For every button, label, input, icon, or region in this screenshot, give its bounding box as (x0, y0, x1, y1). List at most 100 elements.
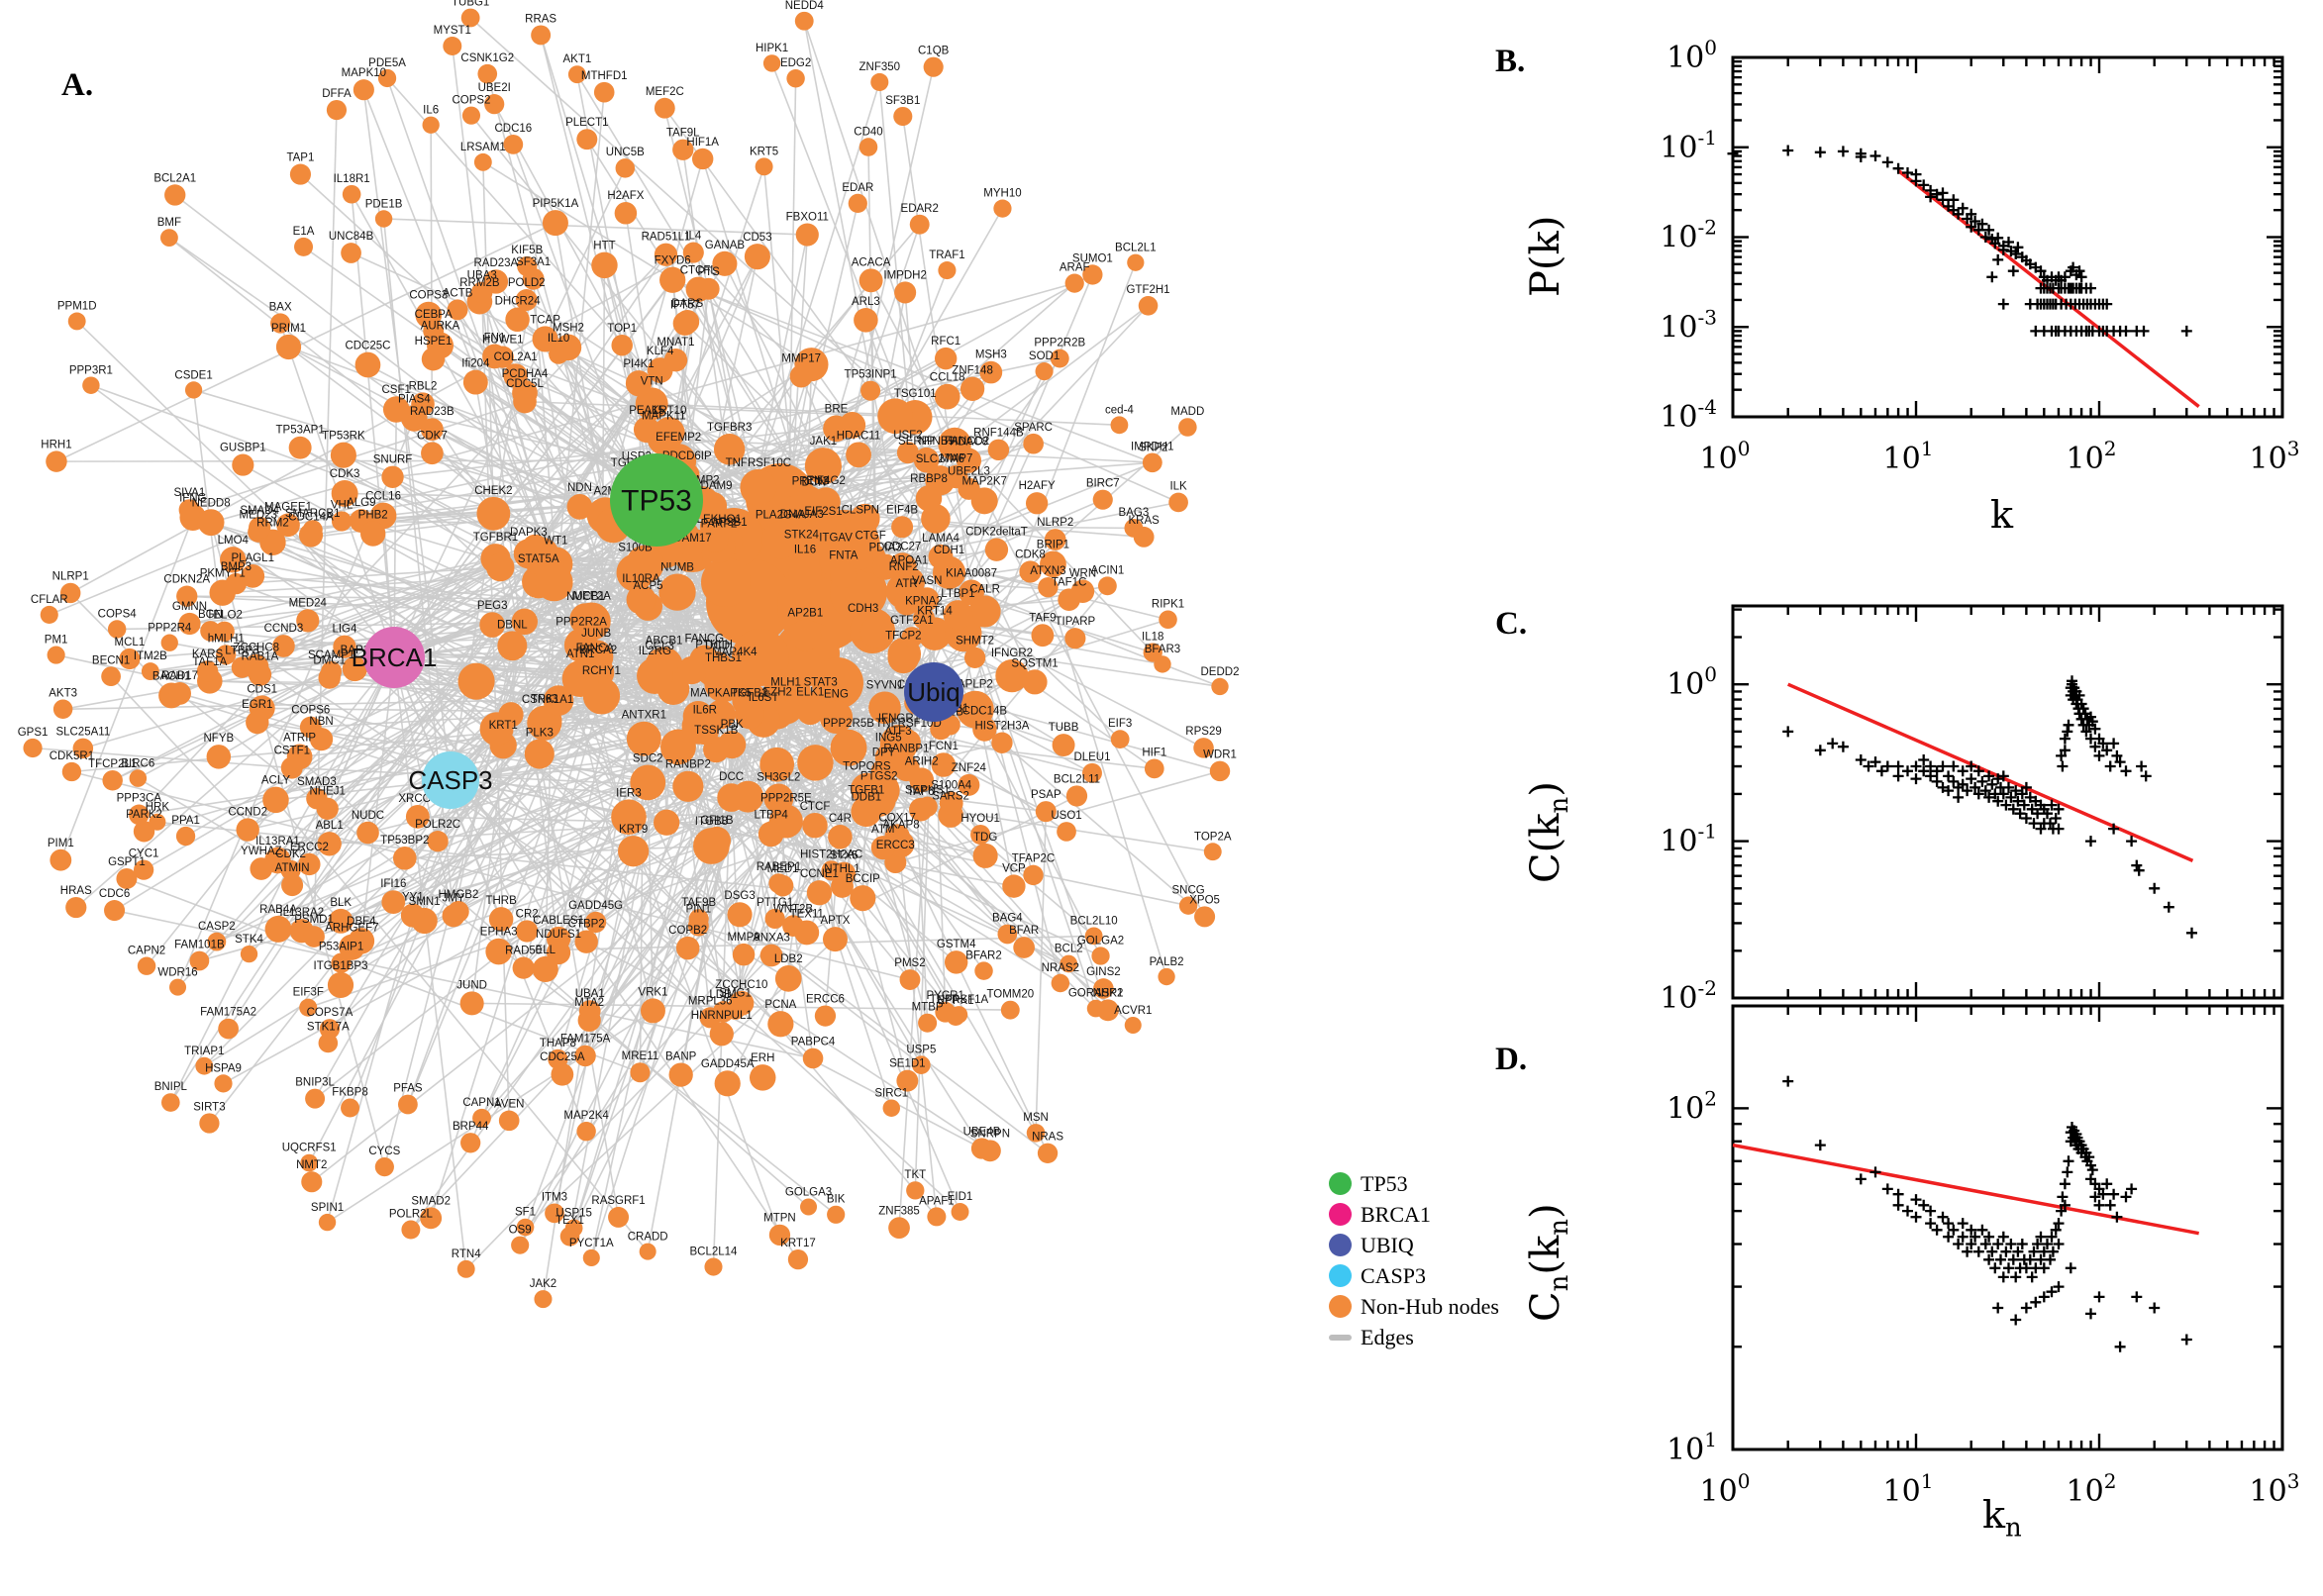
network-node-label: RBBP8 (910, 473, 948, 485)
network-node-label: KLF4 (647, 346, 674, 357)
network-node (931, 752, 957, 777)
network-node (1051, 973, 1070, 993)
network-node-label: COX17 (878, 812, 916, 824)
network-node-label: EGR1 (242, 699, 272, 711)
network-node (178, 499, 201, 521)
network-node (326, 99, 348, 121)
legend-item-brca1: BRCA1 (1329, 1199, 1499, 1230)
network-node (729, 990, 755, 1016)
network-node-label: SDC2 (633, 752, 663, 764)
network-node-label: AP2B1 (787, 608, 823, 620)
network-node-label: CCND3 (264, 623, 304, 635)
svg-text:101: 101 (1666, 1428, 1717, 1467)
network-node (1178, 418, 1197, 437)
network-node-label: ITM3 (542, 1192, 567, 1204)
network-node-label: MAPK11 (642, 410, 686, 422)
network-node-label: CR2 (516, 908, 539, 920)
network-node-label: MAPK10 (342, 67, 386, 79)
network-node-label: USO1 (1051, 810, 1081, 822)
network-node (611, 334, 633, 356)
network-node (734, 699, 764, 730)
network-node (281, 874, 304, 897)
network-node (786, 69, 805, 88)
network-node (52, 699, 73, 720)
network-node (870, 72, 889, 91)
network-node (858, 138, 878, 156)
network-node-label: SF1 (515, 1207, 536, 1219)
network-node (822, 927, 848, 952)
network-node-label: KIF5B (511, 245, 543, 256)
network-node (654, 809, 680, 836)
network-node (672, 770, 704, 802)
network-node-label: COPS7A (307, 1007, 354, 1019)
network-node-label: GANAB (705, 240, 746, 251)
network-node-label: SLC27A6 (916, 453, 964, 465)
network-node (318, 1213, 337, 1232)
network-node (248, 662, 272, 686)
scatter-points (1782, 675, 2197, 939)
network-node (871, 553, 899, 580)
network-node (542, 210, 568, 237)
network-node (909, 797, 933, 822)
network-node-label: POLD2 (508, 277, 546, 289)
network-node-label: BIRC7 (1086, 478, 1120, 490)
network-node (584, 911, 607, 934)
network-node-label: NLRP2 (1037, 517, 1073, 529)
network-node (1093, 978, 1114, 999)
network-node-label: STAT5A (518, 553, 559, 565)
network-node (532, 326, 558, 352)
network-node (175, 826, 196, 847)
network-node-label: PDIA3 (868, 542, 901, 553)
network-node-label: GUSBP1 (220, 443, 266, 454)
network-node-label: SKP2 (1139, 442, 1167, 453)
network-node-label: PPA1 (171, 815, 200, 827)
network-node-label: ARL3 (852, 296, 880, 308)
network-node (472, 1108, 491, 1128)
network-node-label: CTGF (855, 531, 885, 543)
network-node-label: MTBP (912, 1002, 944, 1014)
network-node-label: GTF2A1 (890, 615, 933, 627)
network-node-label: SMARCB1 (285, 508, 341, 520)
network-node-label: IMPDH2 (883, 269, 926, 281)
network-node (82, 376, 100, 394)
network-node (309, 727, 334, 751)
network-node-label: COPS4 (98, 608, 138, 620)
network-node-label: BCL2L1 (1115, 243, 1157, 254)
network-node-label: NDUFS1 (536, 929, 581, 941)
network-node-label: IL4 (685, 231, 702, 243)
network-node-label: NUDC (352, 810, 384, 822)
network-node (141, 662, 159, 681)
network-node (787, 1249, 809, 1270)
network-node-label: FKBP8 (332, 1087, 367, 1099)
network-node-label: RBL2 (409, 380, 438, 392)
fit-line (1786, 682, 2194, 862)
network-node (635, 387, 668, 421)
svg-text:102: 102 (1666, 1086, 1717, 1126)
network-node (555, 334, 582, 361)
tick-labels: 100 101 102 103 100 10-1 10-2 10-3 10-4 (1660, 36, 2299, 476)
network-node (236, 818, 259, 842)
network-node-label: IL18 (1142, 631, 1163, 643)
panel-label-c: C. (1495, 606, 1528, 642)
network-node (915, 587, 940, 612)
network-node (569, 603, 602, 636)
network-node (712, 1001, 735, 1023)
network-node-label: ILK (1169, 481, 1187, 493)
network-node (534, 1290, 553, 1309)
network-node-label: CYC1 (129, 848, 159, 859)
network-node (915, 485, 943, 512)
network-node-label: THRB (485, 895, 517, 907)
network-node-label: CDK8 (1015, 549, 1046, 560)
network-node-label: FANCD2 (945, 436, 989, 448)
network-node-label: ADAM9 (693, 480, 733, 492)
network-node (1038, 576, 1059, 598)
network-node-label: BIK (827, 1194, 846, 1206)
network-node-label: SUMO1 (1072, 252, 1113, 264)
network-node-label: VASN (912, 575, 942, 587)
network-node-label: ATRIP (283, 733, 316, 745)
network-node-label: BFAR2 (965, 949, 1001, 961)
network-node-label: DBF4 (347, 916, 376, 928)
network-node-label: APOA1 (890, 555, 928, 567)
network-node (197, 509, 225, 537)
